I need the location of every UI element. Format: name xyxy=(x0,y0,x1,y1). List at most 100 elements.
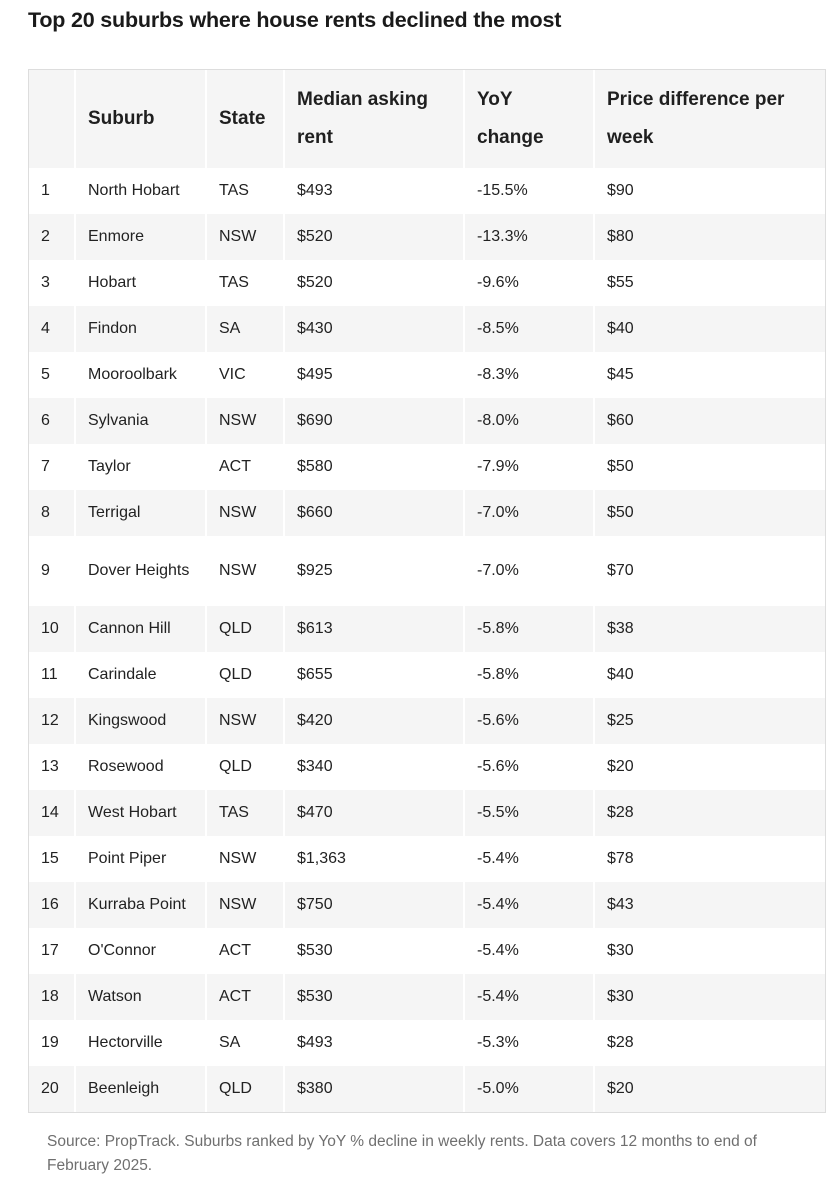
price-difference-cell: $40 xyxy=(594,652,825,698)
state-cell: NSW xyxy=(206,836,285,882)
yoy-change-cell: -8.0% xyxy=(464,398,595,444)
median-rent-cell: $420 xyxy=(284,698,465,744)
rank-cell: 16 xyxy=(29,882,76,928)
median-rent-cell: $520 xyxy=(284,214,465,260)
table-row: 10 Cannon Hill QLD $613 -5.8% $38 xyxy=(29,606,825,652)
price-difference-cell: $30 xyxy=(594,974,825,1020)
price-difference-cell: $20 xyxy=(594,1066,825,1112)
median-rent-cell: $613 xyxy=(284,606,465,652)
state-cell: QLD xyxy=(206,1066,285,1112)
suburb-cell: West Hobart xyxy=(75,790,207,836)
price-difference-cell: $55 xyxy=(594,260,825,306)
median-rent-cell: $655 xyxy=(284,652,465,698)
price-difference-cell: $40 xyxy=(594,306,825,352)
rank-cell: 5 xyxy=(29,352,76,398)
median-rent-cell: $1,363 xyxy=(284,836,465,882)
table-row: 4 Findon SA $430 -8.5% $40 xyxy=(29,306,825,352)
median-rent-cell: $530 xyxy=(284,974,465,1020)
column-header-price-difference: Price difference per week xyxy=(594,70,825,168)
yoy-change-cell: -8.3% xyxy=(464,352,595,398)
suburb-cell: Point Piper xyxy=(75,836,207,882)
price-difference-cell: $50 xyxy=(594,490,825,536)
price-difference-cell: $28 xyxy=(594,1020,825,1066)
price-difference-cell: $43 xyxy=(594,882,825,928)
rank-cell: 3 xyxy=(29,260,76,306)
median-rent-cell: $580 xyxy=(284,444,465,490)
state-cell: SA xyxy=(206,1020,285,1066)
suburb-cell: Rosewood xyxy=(75,744,207,790)
price-difference-cell: $78 xyxy=(594,836,825,882)
suburb-cell: Mooroolbark xyxy=(75,352,207,398)
rank-cell: 13 xyxy=(29,744,76,790)
price-difference-cell: $45 xyxy=(594,352,825,398)
median-rent-cell: $660 xyxy=(284,490,465,536)
yoy-change-cell: -5.8% xyxy=(464,606,595,652)
price-difference-cell: $25 xyxy=(594,698,825,744)
state-cell: QLD xyxy=(206,744,285,790)
price-difference-cell: $20 xyxy=(594,744,825,790)
suburb-cell: Dover Heights xyxy=(75,536,207,606)
column-header-median-rent: Median asking rent xyxy=(284,70,465,168)
median-rent-cell: $380 xyxy=(284,1066,465,1112)
yoy-change-cell: -5.5% xyxy=(464,790,595,836)
median-rent-cell: $530 xyxy=(284,928,465,974)
price-difference-cell: $90 xyxy=(594,168,825,214)
yoy-change-cell: -5.4% xyxy=(464,928,595,974)
table-row: 19 Hectorville SA $493 -5.3% $28 xyxy=(29,1020,825,1066)
suburb-cell: Findon xyxy=(75,306,207,352)
suburb-cell: Cannon Hill xyxy=(75,606,207,652)
suburb-cell: Enmore xyxy=(75,214,207,260)
state-cell: NSW xyxy=(206,882,285,928)
yoy-change-cell: -7.9% xyxy=(464,444,595,490)
suburb-cell: Terrigal xyxy=(75,490,207,536)
rank-cell: 8 xyxy=(29,490,76,536)
yoy-change-cell: -13.3% xyxy=(464,214,595,260)
price-difference-cell: $60 xyxy=(594,398,825,444)
price-difference-cell: $70 xyxy=(594,536,825,606)
price-difference-cell: $50 xyxy=(594,444,825,490)
median-rent-cell: $750 xyxy=(284,882,465,928)
yoy-change-cell: -8.5% xyxy=(464,306,595,352)
yoy-change-cell: -5.8% xyxy=(464,652,595,698)
table-row: 9 Dover Heights NSW $925 -7.0% $70 xyxy=(29,536,825,606)
state-cell: NSW xyxy=(206,398,285,444)
table-row: 15 Point Piper NSW $1,363 -5.4% $78 xyxy=(29,836,825,882)
yoy-change-cell: -7.0% xyxy=(464,536,595,606)
table-row: 6 Sylvania NSW $690 -8.0% $60 xyxy=(29,398,825,444)
rank-cell: 20 xyxy=(29,1066,76,1112)
rank-cell: 15 xyxy=(29,836,76,882)
rank-cell: 1 xyxy=(29,168,76,214)
table-row: 11 Carindale QLD $655 -5.8% $40 xyxy=(29,652,825,698)
table-row: 13 Rosewood QLD $340 -5.6% $20 xyxy=(29,744,825,790)
state-cell: TAS xyxy=(206,260,285,306)
yoy-change-cell: -5.3% xyxy=(464,1020,595,1066)
rank-cell: 11 xyxy=(29,652,76,698)
yoy-change-cell: -5.0% xyxy=(464,1066,595,1112)
yoy-change-cell: -5.4% xyxy=(464,882,595,928)
rank-cell: 7 xyxy=(29,444,76,490)
rent-decline-table: Suburb State Median asking rent YoY chan… xyxy=(28,69,826,1113)
median-rent-cell: $493 xyxy=(284,1020,465,1066)
suburb-cell: Kingswood xyxy=(75,698,207,744)
column-header-rank xyxy=(29,70,76,168)
suburb-cell: Hectorville xyxy=(75,1020,207,1066)
yoy-change-cell: -5.4% xyxy=(464,974,595,1020)
table-row: 8 Terrigal NSW $660 -7.0% $50 xyxy=(29,490,825,536)
table-row: 5 Mooroolbark VIC $495 -8.3% $45 xyxy=(29,352,825,398)
median-rent-cell: $340 xyxy=(284,744,465,790)
rank-cell: 14 xyxy=(29,790,76,836)
table-row: 2 Enmore NSW $520 -13.3% $80 xyxy=(29,214,825,260)
suburb-cell: North Hobart xyxy=(75,168,207,214)
table-body: 1 North Hobart TAS $493 -15.5% $90 2 Enmore NSW $… xyxy=(29,168,825,1112)
table-row: 1 North Hobart TAS $493 -15.5% $90 xyxy=(29,168,825,214)
table-row: 7 Taylor ACT $580 -7.9% $50 xyxy=(29,444,825,490)
rank-cell: 10 xyxy=(29,606,76,652)
rank-cell: 17 xyxy=(29,928,76,974)
state-cell: VIC xyxy=(206,352,285,398)
source-note: Source: PropTrack. Suburbs ranked by YoY… xyxy=(47,1133,757,1174)
yoy-change-cell: -5.6% xyxy=(464,698,595,744)
state-cell: TAS xyxy=(206,790,285,836)
suburb-cell: Kurraba Point xyxy=(75,882,207,928)
median-rent-cell: $495 xyxy=(284,352,465,398)
table-row: 14 West Hobart TAS $470 -5.5% $28 xyxy=(29,790,825,836)
